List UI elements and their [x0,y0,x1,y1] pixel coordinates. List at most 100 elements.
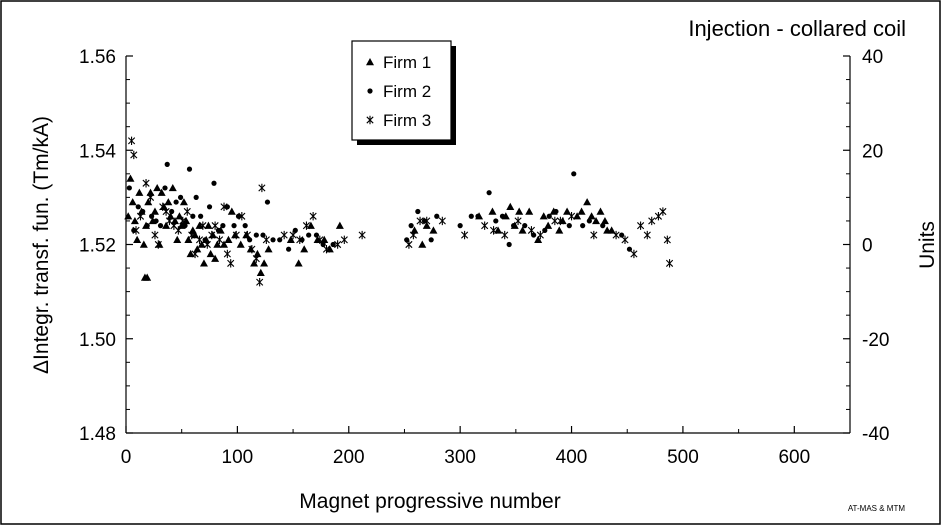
series-2 [126,161,633,252]
data-point-asterisk [630,249,638,259]
y-tick-label: 1.50 [79,330,116,351]
data-point-asterisk [191,249,199,259]
y2-tick-label: -40 [862,424,889,445]
data-point-asterisk [142,179,150,188]
data-point-circle [177,194,184,200]
data-point-circle [126,185,132,191]
data-point-circle [306,232,312,238]
data-point-triangle [164,198,173,206]
data-point-asterisk [556,216,564,226]
data-point-asterisk [405,240,413,249]
data-point-triangle [422,221,431,229]
data-point-circle [600,223,606,229]
data-point-asterisk [208,230,216,240]
data-point-asterisk [296,235,304,244]
data-point-circle [215,227,222,233]
data-point-triangle [204,221,213,229]
data-point-asterisk [199,221,207,230]
data-point-asterisk [159,202,167,211]
data-point-circle [475,213,481,219]
data-point-asterisk [262,235,270,244]
data-point-triangle [587,212,596,220]
data-point-triangle [518,226,527,234]
y2-tick-label: 0 [862,236,873,257]
x-tick-label: 600 [778,447,810,468]
data-point-triangle [573,212,582,220]
data-point-circle [231,223,237,229]
data-point-circle [135,204,141,210]
data-point-circle [292,227,298,233]
data-point-triangle [213,240,222,248]
data-point-circle [553,208,559,215]
data-point-asterisk [643,230,651,240]
data-point-asterisk [220,202,228,211]
data-point-triangle [577,207,586,215]
data-point-triangle [525,207,534,215]
legend-label-3: Firm 3 [383,111,431,130]
data-point-asterisk [665,259,674,268]
x-tick-label: 500 [667,447,699,468]
points-layer [124,136,674,287]
y-tick-label: 1.54 [79,141,116,162]
data-point-circle [164,161,170,167]
data-point-circle [220,223,226,229]
data-point-triangle [157,188,166,196]
legend-marker-3 [366,115,374,125]
data-point-asterisk [238,212,246,221]
data-point-asterisk [423,216,431,226]
data-point-triangle [583,198,592,206]
data-point-triangle [224,235,233,243]
data-point-circle [511,223,517,229]
data-point-triangle [306,221,315,229]
data-point-circle [157,223,164,229]
data-point-circle [202,237,208,243]
data-point-circle [198,213,204,219]
legend-label-1: Firm 1 [383,53,431,72]
data-point-asterisk [243,230,251,240]
data-point-triangle [153,183,162,192]
data-point-triangle [250,259,259,267]
data-point-circle [186,166,193,172]
data-point-triangle [124,212,133,220]
data-point-circle [242,223,248,229]
data-point-triangle [506,202,515,210]
data-point-circle [404,237,410,243]
data-point-triangle [168,183,177,192]
data-point-circle [270,237,276,243]
data-point-asterisk [334,240,342,249]
data-point-asterisk [179,216,187,226]
x-tick-label: 100 [222,447,254,468]
chart-title: Injection - collared coil [688,16,906,41]
data-point-circle [428,237,434,243]
data-point-circle [434,213,440,219]
data-point-circle [253,232,259,238]
data-point-circle [206,204,213,210]
data-point-triangle [596,207,605,215]
data-point-triangle [264,245,273,253]
data-point-circle [499,213,506,219]
y-tick-label: 1.48 [79,424,116,445]
data-point-triangle [133,235,142,243]
data-point-asterisk [409,230,417,240]
data-point-circle [571,171,577,177]
y-tick-label: 1.52 [79,236,116,257]
data-point-triangle [126,174,135,182]
data-point-triangle [515,207,524,215]
data-point-asterisk [211,221,219,230]
data-point-triangle [600,216,609,225]
data-point-circle [182,223,188,229]
data-point-circle [169,208,175,215]
data-point-circle [506,241,512,248]
data-point-asterisk [154,240,162,249]
data-point-circle [162,185,168,191]
data-point-circle [286,246,292,252]
data-point-asterisk [280,230,288,240]
data-point-triangle [335,221,344,229]
data-point-circle [415,208,421,215]
data-point-circle [260,232,266,238]
data-point-triangle [253,249,262,258]
data-point-asterisk [527,226,536,235]
data-point-asterisk [227,259,235,268]
